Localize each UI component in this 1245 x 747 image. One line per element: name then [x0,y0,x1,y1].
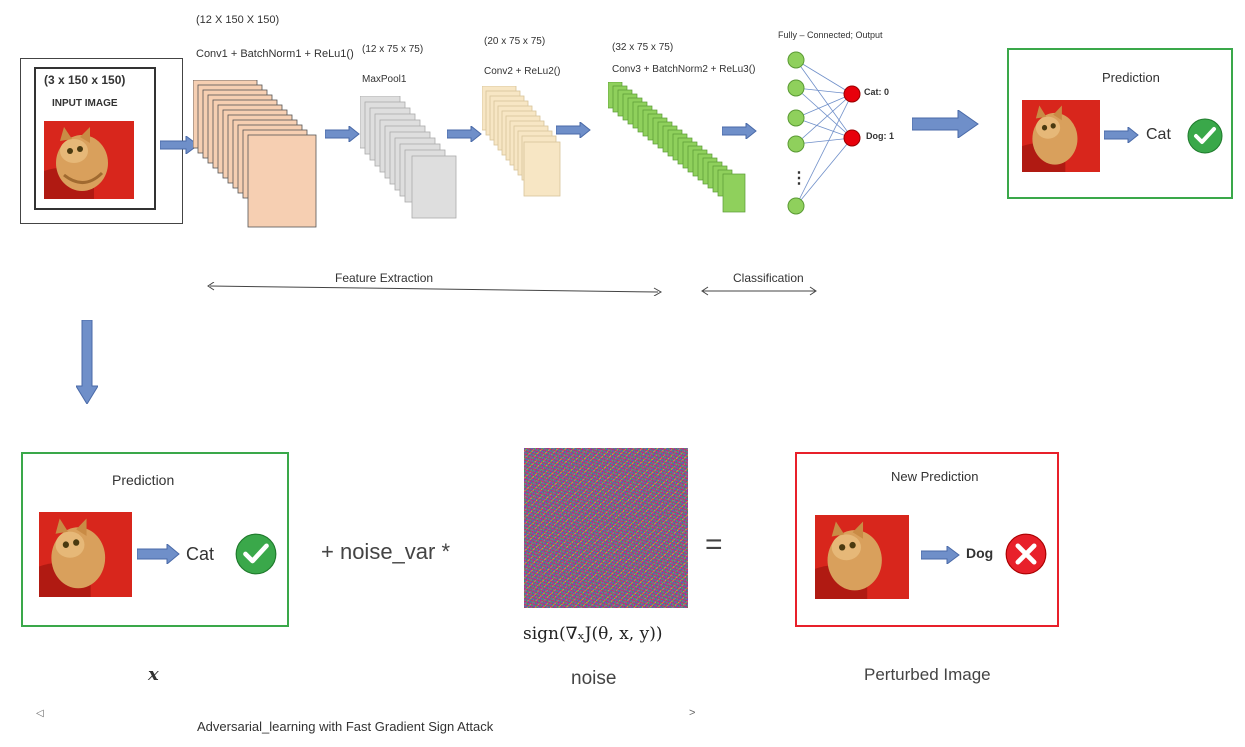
pool-stack [360,96,457,219]
input-dims: (3 x 150 x 150) [44,73,126,87]
noise-formula: sign(∇ₓJ(θ, x, y)) [523,624,663,644]
conv2-dims: (20 x 75 x 75) [484,36,546,47]
output-node-cat [843,85,861,103]
arrow-pool-conv2 [447,126,482,142]
input-label: INPUT IMAGE [52,98,118,109]
fc-title: Fully – Connected; Output [778,30,883,40]
clean-caption: x [148,664,159,685]
noise-image [524,448,688,608]
input-cat-image [44,121,134,199]
top-prediction-title: Prediction [1102,70,1160,85]
arrow-input-conv1 [160,136,199,154]
output-node-dog [843,129,861,147]
perturbed-prediction-result: Dog [966,545,994,561]
perturbed-cat-image [815,515,909,599]
equals-sign: = [705,528,723,561]
noise-caption: noise [571,668,617,689]
conv1-dims: (12 X 150 X 150) [196,14,280,26]
clean-prediction-box [21,452,289,627]
feature-extraction-range [207,282,663,296]
conv1-stack [193,80,317,228]
fc-node [787,197,805,215]
clean-prediction-result: Cat [186,544,215,564]
footer-right-arrow: > [689,707,696,719]
cross-circle-icon [1005,533,1047,575]
arrow-conv3-fc [722,123,757,139]
fc-node [787,51,805,69]
top-prediction-result: Cat [1146,126,1171,143]
fc-network [787,51,861,215]
fc-node [787,79,805,97]
top-prediction-arrow [1104,127,1139,143]
input-inner-frame [34,67,156,210]
arrow-conv2-conv3 [556,122,591,138]
clean-prediction-title: Prediction [112,472,175,488]
conv2-label: Conv2 + ReLu2() [484,66,561,77]
perturbed-prediction-title: New Prediction [891,469,979,484]
fc-ellipsis: ⋮ [791,170,807,187]
clean-cat-image [39,512,132,597]
perturbed-caption: Perturbed Image [864,665,991,684]
classification-label: Classification [731,271,806,285]
conv2-stack [482,86,561,197]
check-circle-icon [235,533,277,575]
conv3-label: Conv3 + BatchNorm2 + ReLu3() [612,64,756,75]
perturbed-prediction-box [795,452,1059,627]
top-prediction-box [1007,48,1233,199]
conv3-dims: (32 x 75 x 75) [612,42,674,53]
classification-range [701,286,817,296]
check-circle-icon [1187,118,1223,154]
arrow-down [76,320,98,404]
output-dog-label: Dog: 1 [866,131,894,141]
output-cat-label: Cat: 0 [864,87,890,97]
conv1-label: Conv1 + BatchNorm1 + ReLu1() [196,48,354,60]
arrow-fc-prediction [912,110,979,138]
perturbed-prediction-arrow [921,546,960,564]
fc-node [787,109,805,127]
feature-extraction-label: Feature Extraction [333,271,436,285]
noise-var-operator: + noise_var * [321,539,451,564]
arrow-conv1-pool [325,126,360,142]
pool-dims: (12 x 75 x 75) [362,44,424,55]
fc-node [787,135,805,153]
conv3-stack [608,82,746,213]
pool-label: MaxPool1 [362,74,407,85]
footer-title: Adversarial_learning with Fast Gradient … [197,719,494,734]
top-prediction-cat-image [1022,100,1100,172]
footer-left-arrow: ◁ [36,708,44,719]
clean-prediction-arrow [137,544,180,564]
